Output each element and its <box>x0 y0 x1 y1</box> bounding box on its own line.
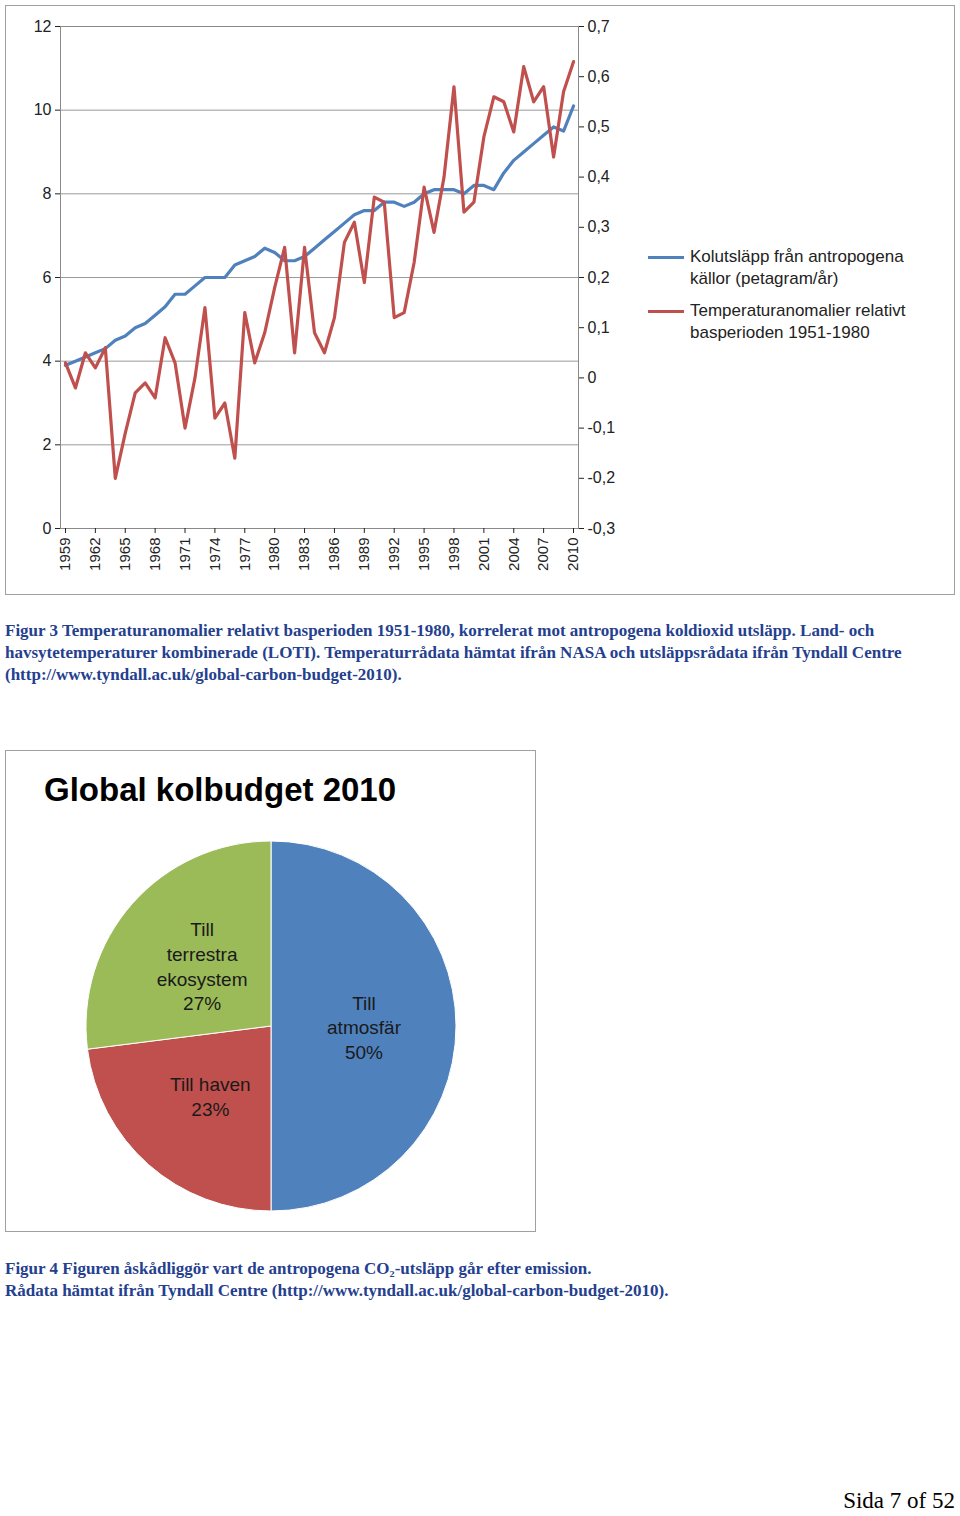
html-text:Figur 3 Temperaturanomalier re: Figur 3 Temperaturanomalier relativt bas… <box>5 621 902 685</box>
svg-text:2001: 2001 <box>475 538 492 571</box>
svg-text:0,6: 0,6 <box>588 68 610 85</box>
svg-text:Tillatmosfär50%: Tillatmosfär50% <box>327 993 402 1063</box>
svg-text:1983: 1983 <box>295 538 312 571</box>
svg-text:1959: 1959 <box>56 538 73 571</box>
svg-text:0,3: 0,3 <box>588 218 610 235</box>
svg-text:1980: 1980 <box>265 538 282 571</box>
svg-text:8: 8 <box>43 185 52 202</box>
svg-text:1965: 1965 <box>116 538 133 571</box>
svg-text:-0,2: -0,2 <box>588 469 616 486</box>
svg-text:2: 2 <box>43 436 52 453</box>
html-text:Kolutsläpp från antropogena kä: Kolutsläpp från antropogena källor (peta… <box>690 247 904 289</box>
svg-text:0,5: 0,5 <box>588 118 610 135</box>
html-text:Temperaturanomalier relativt b: Temperaturanomalier relativt basperioden… <box>690 301 906 343</box>
html-text:Global kolbudget 2010: Global kolbudget 2010 <box>44 771 397 808</box>
svg-text:1989: 1989 <box>355 538 372 571</box>
svg-text:2007: 2007 <box>534 538 551 571</box>
svg-text:0,4: 0,4 <box>588 168 610 185</box>
svg-text:2010: 2010 <box>564 538 581 571</box>
html-text:Figur 4 Figuren åskådliggör va: Figur 4 Figuren åskådliggör vart de antr… <box>5 1259 592 1278</box>
svg-text:-0,3: -0,3 <box>588 520 616 537</box>
svg-text:1995: 1995 <box>415 538 432 571</box>
html-text:Rådata hämtat ifrån Tyndall Ce: Rådata hämtat ifrån Tyndall Centre (http… <box>5 1281 669 1301</box>
svg-text:1974: 1974 <box>206 538 223 571</box>
svg-text:1977: 1977 <box>236 538 253 571</box>
svg-text:10: 10 <box>34 101 52 118</box>
html-text:Sida 7 of 52: Sida 7 of 52 <box>843 1488 955 1513</box>
svg-text:0,7: 0,7 <box>588 18 610 35</box>
svg-text:12: 12 <box>34 18 52 35</box>
svg-text:1971: 1971 <box>176 538 193 571</box>
svg-text:1962: 1962 <box>86 538 103 571</box>
svg-text:1992: 1992 <box>385 538 402 571</box>
svg-text:1986: 1986 <box>325 538 342 571</box>
svg-text:-0,1: -0,1 <box>588 419 616 436</box>
svg-text:2004: 2004 <box>505 538 522 571</box>
svg-text:Tillterrestraekosystem27%: Tillterrestraekosystem27% <box>157 919 248 1014</box>
svg-text:Till haven23%: Till haven23% <box>170 1074 251 1120</box>
svg-text:4: 4 <box>43 352 52 369</box>
svg-text:0,1: 0,1 <box>588 319 610 336</box>
svg-text:0: 0 <box>588 369 597 386</box>
svg-text:1998: 1998 <box>445 538 462 571</box>
svg-text:1968: 1968 <box>146 538 163 571</box>
svg-text:0: 0 <box>43 520 52 537</box>
svg-text:6: 6 <box>43 269 52 286</box>
svg-text:0,2: 0,2 <box>588 269 610 286</box>
